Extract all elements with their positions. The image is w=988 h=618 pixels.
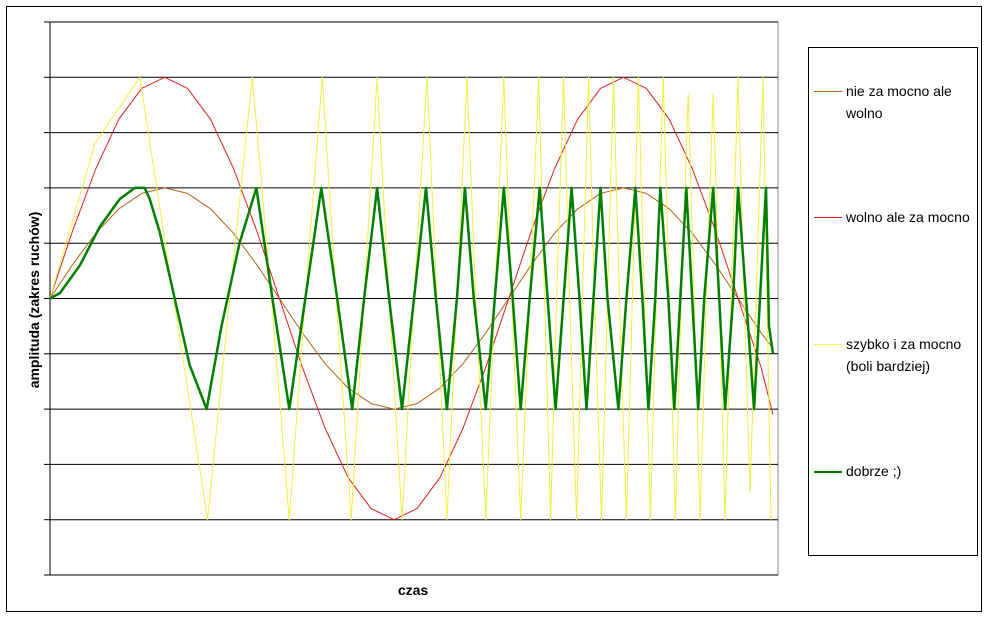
plot xyxy=(44,21,778,576)
legend-label: wolno ale za mocno xyxy=(846,209,970,225)
legend-box xyxy=(808,47,978,556)
series-line xyxy=(49,186,775,411)
x-axis-title: czas xyxy=(398,582,429,598)
series-line xyxy=(49,76,772,521)
legend-label: dobrze ;) xyxy=(846,463,902,479)
legend-swatch xyxy=(814,217,842,218)
legend-label: szybko i za mocno (boli bardziej) xyxy=(846,336,962,374)
legend-swatch xyxy=(814,471,842,473)
series-line xyxy=(49,76,774,521)
y-axis-title: amplituda (zakres ruchów) xyxy=(26,212,42,389)
legend-swatch xyxy=(814,91,842,92)
legend-swatch xyxy=(814,344,842,345)
legend-label: nie za mocno ale wolno xyxy=(846,83,952,121)
